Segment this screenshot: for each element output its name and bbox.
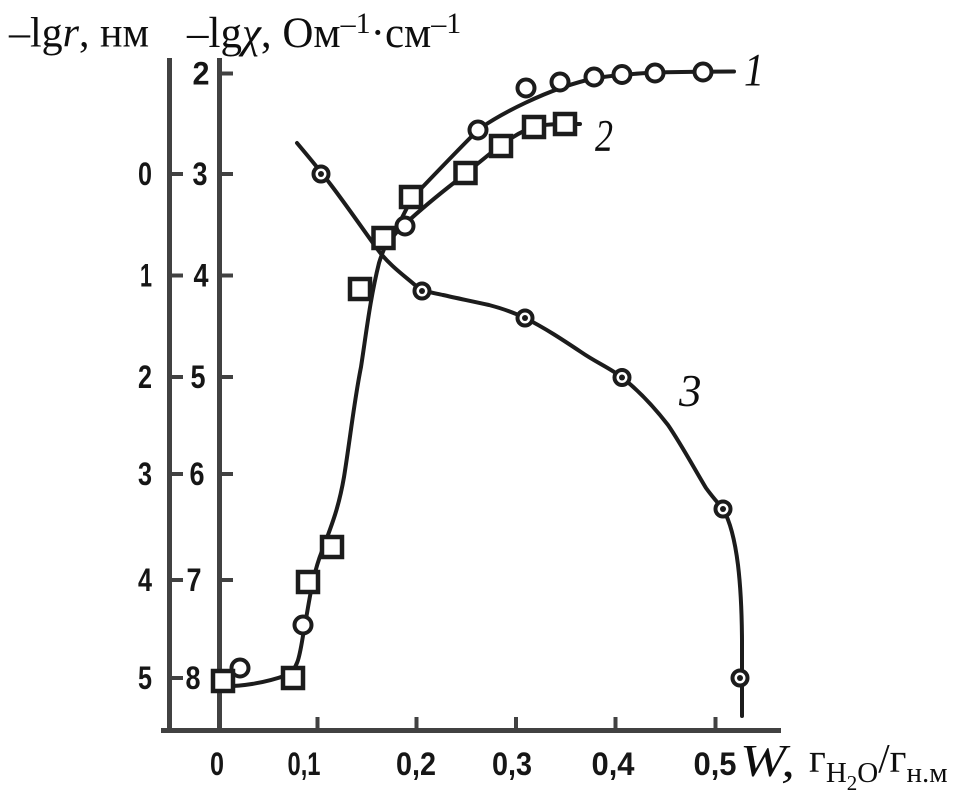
svg-text:6: 6 bbox=[190, 456, 205, 492]
svg-text:5: 5 bbox=[191, 359, 206, 395]
svg-text:5: 5 bbox=[138, 660, 152, 696]
svg-text:7: 7 bbox=[187, 562, 202, 598]
svg-text:–lgχ, Ом–1·см–1: –lgχ, Ом–1·см–1 bbox=[186, 7, 461, 57]
svg-text:2: 2 bbox=[595, 111, 613, 161]
svg-text:0: 0 bbox=[210, 746, 224, 782]
svg-text:W,: W, bbox=[740, 735, 795, 786]
svg-text:1: 1 bbox=[744, 45, 764, 97]
svg-text:0,4: 0,4 bbox=[592, 746, 635, 782]
svg-text:0,5: 0,5 bbox=[694, 746, 737, 782]
svg-text:2: 2 bbox=[138, 359, 152, 395]
svg-text:8: 8 bbox=[186, 660, 201, 696]
svg-text:–lgr, нм: –lgr, нм bbox=[8, 11, 149, 57]
svg-text:4: 4 bbox=[194, 258, 209, 294]
svg-text:0,2: 0,2 bbox=[396, 746, 436, 782]
svg-text:3: 3 bbox=[678, 366, 702, 416]
svg-text:0: 0 bbox=[138, 156, 152, 192]
svg-text:4: 4 bbox=[138, 562, 152, 598]
svg-text:1: 1 bbox=[140, 258, 152, 294]
svg-text:0,3: 0,3 bbox=[492, 746, 532, 782]
svg-text:2: 2 bbox=[193, 56, 210, 92]
svg-text:3: 3 bbox=[138, 456, 152, 492]
svg-text:0,1: 0,1 bbox=[288, 746, 321, 782]
svg-text:3: 3 bbox=[193, 156, 208, 192]
